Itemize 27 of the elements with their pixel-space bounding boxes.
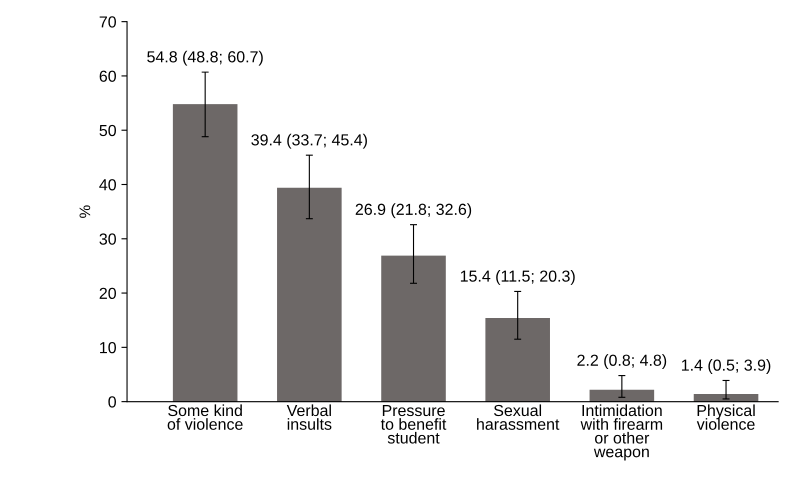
y-axis-title: %	[80, 205, 90, 218]
y-tick-label: 50	[100, 124, 116, 136]
y-tick-label: 70	[100, 16, 116, 28]
x-tick-label: Intimidation with firearm or other weapon	[580, 404, 662, 460]
x-tick-label: Some kind of violence	[168, 404, 243, 430]
y-tick-label: 20	[100, 288, 116, 300]
y-tick-label: 40	[99, 179, 116, 190]
data-label: 1.4 (0.5; 3.9)	[682, 359, 770, 374]
y-tick-label: 10	[100, 342, 116, 354]
data-label: 15.4 (11.5; 20.3)	[460, 270, 575, 285]
data-label: 26.9 (21.8; 32.6)	[356, 203, 472, 218]
x-tick-label: Verbal insults	[286, 404, 332, 430]
data-label: 2.2 (0.8; 4.8)	[577, 354, 666, 370]
x-tick-label: Sexual harassment	[477, 404, 560, 430]
x-tick-label: Pressure to benefit student	[380, 405, 446, 444]
y-tick-label: 60	[100, 70, 116, 82]
bar	[381, 256, 446, 402]
y-tick-label: 0	[108, 396, 116, 408]
bar	[277, 188, 342, 402]
bar	[694, 394, 758, 402]
bar	[172, 104, 238, 402]
data-label: 39.4 (33.7; 45.4)	[251, 134, 367, 149]
x-tick-label: Physical violence	[696, 404, 755, 430]
bar	[485, 318, 550, 402]
y-tick-label: 30	[99, 233, 116, 245]
bar	[590, 390, 654, 402]
data-label: 54.8 (48.8; 60.7)	[147, 50, 263, 66]
